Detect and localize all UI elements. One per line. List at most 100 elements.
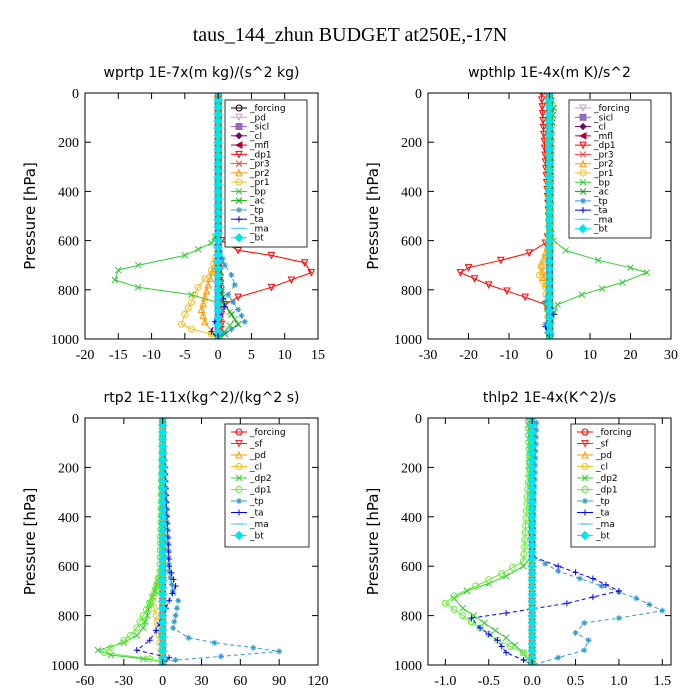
data-point bbox=[201, 275, 209, 283]
x-tick-label: -10 bbox=[142, 348, 161, 363]
y-tick-label: 0 bbox=[72, 412, 79, 427]
data-point bbox=[540, 137, 549, 146]
data-point bbox=[133, 647, 140, 654]
data-point bbox=[276, 648, 283, 655]
data-point bbox=[509, 563, 517, 571]
legend-label: _sicl bbox=[593, 113, 613, 123]
data-point bbox=[615, 615, 622, 622]
x-tick-label: 0 bbox=[159, 674, 166, 689]
legend-marker bbox=[579, 122, 587, 131]
legend: _forcing_sicl_cl_mfl_dp1_pr3_pr2_pr1_bp_… bbox=[568, 99, 652, 239]
data-point bbox=[231, 281, 238, 288]
legend-label: _ma bbox=[249, 224, 269, 234]
data-point bbox=[572, 629, 579, 636]
data-point bbox=[199, 299, 207, 307]
legend-label: _bp bbox=[593, 178, 610, 188]
data-point bbox=[562, 247, 570, 254]
data-point bbox=[166, 568, 173, 575]
data-point bbox=[533, 433, 540, 440]
x-tick-label: -0.5 bbox=[478, 674, 500, 689]
legend-marker bbox=[581, 474, 589, 482]
data-point bbox=[554, 301, 561, 308]
x-tick-label: -30 bbox=[419, 348, 438, 363]
legend-marker bbox=[236, 206, 242, 213]
legend-label: _tp bbox=[593, 197, 608, 207]
data-point bbox=[456, 269, 465, 277]
legend-label: _bt bbox=[249, 234, 264, 244]
legend-marker bbox=[582, 498, 588, 504]
legend-label: _sf bbox=[595, 440, 609, 450]
data-point bbox=[250, 644, 257, 651]
data-point bbox=[542, 299, 549, 306]
data-point bbox=[184, 304, 192, 312]
data-point bbox=[169, 590, 176, 597]
data-point bbox=[207, 266, 215, 274]
data-point bbox=[170, 624, 177, 631]
legend-marker bbox=[235, 486, 243, 493]
data-point bbox=[538, 277, 546, 285]
data-point bbox=[172, 612, 179, 619]
data-point bbox=[146, 655, 154, 663]
series-group bbox=[441, 418, 666, 665]
data-point bbox=[139, 655, 147, 663]
legend-label: _ta bbox=[249, 509, 264, 519]
data-point bbox=[111, 276, 119, 284]
y-axis-label: Pressure [hPa] bbox=[21, 488, 39, 596]
chart-panel: thlp2 1E-4x(K^2)/s Pressure [hPa] -1.0 -0.5… bbox=[364, 390, 672, 689]
chart-panel: rtp2 1E-11x(kg^2)/(kg^2 s) Pressure [hPa]… bbox=[21, 390, 329, 689]
legend-label: _forcing bbox=[593, 104, 630, 114]
legend-label: _dp1 bbox=[249, 150, 272, 160]
legend-label: _ta bbox=[595, 509, 610, 519]
legend-box bbox=[568, 99, 652, 239]
data-point bbox=[468, 615, 475, 622]
data-point bbox=[188, 325, 196, 333]
legend-marker bbox=[235, 178, 243, 186]
legend-marker bbox=[235, 450, 243, 459]
data-point bbox=[555, 563, 562, 570]
legend-label: _ta bbox=[593, 206, 608, 216]
x-tick-label: -60 bbox=[76, 674, 95, 689]
x-tick-label: -30 bbox=[114, 674, 133, 689]
legend-marker bbox=[236, 498, 242, 504]
y-axis-label: Pressure [hPa] bbox=[21, 162, 39, 270]
data-point bbox=[537, 96, 546, 105]
data-point bbox=[537, 261, 545, 269]
data-point bbox=[228, 311, 235, 318]
y-tick-label: 1000 bbox=[51, 659, 79, 674]
data-point bbox=[136, 618, 144, 626]
legend-label: _ma bbox=[595, 520, 615, 530]
data-point bbox=[167, 574, 174, 581]
y-tick-label: 0 bbox=[415, 87, 422, 102]
data-point bbox=[221, 262, 228, 269]
legend-label: _sf bbox=[249, 440, 263, 450]
series-line-dp1 bbox=[103, 418, 164, 663]
data-point bbox=[550, 311, 557, 318]
data-point bbox=[133, 632, 141, 639]
data-point bbox=[238, 312, 245, 319]
data-point bbox=[633, 595, 640, 602]
series-line-pr1 bbox=[180, 93, 219, 339]
data-point bbox=[520, 657, 527, 664]
legend: _forcing _sf_pd _cl_dp2 _dp1_tp _ta_ma _bt bbox=[570, 423, 656, 548]
data-point bbox=[228, 272, 235, 279]
data-point bbox=[126, 631, 134, 639]
legend-label: _dp1 bbox=[595, 486, 618, 496]
data-point bbox=[531, 483, 538, 490]
data-point bbox=[532, 462, 539, 469]
legend-marker bbox=[579, 178, 587, 186]
data-point bbox=[202, 286, 211, 295]
legend-label: _forcing bbox=[595, 428, 632, 438]
y-tick-label: 800 bbox=[401, 284, 422, 299]
data-point bbox=[139, 624, 147, 632]
legend-label: _forcing bbox=[249, 428, 286, 438]
x-tick-label: 0 bbox=[215, 348, 222, 363]
data-point bbox=[594, 256, 602, 264]
data-point bbox=[555, 568, 562, 575]
legend: _forcing _sf_pd _cl_dp2 _dp1_tp _ta_ma _bt bbox=[224, 423, 310, 548]
legend-marker bbox=[235, 160, 243, 167]
data-point bbox=[146, 637, 153, 644]
legend-label: _cl bbox=[593, 123, 606, 133]
y-tick-label: 1000 bbox=[394, 659, 422, 674]
data-point bbox=[188, 291, 195, 299]
y-tick-label: 200 bbox=[401, 461, 422, 476]
